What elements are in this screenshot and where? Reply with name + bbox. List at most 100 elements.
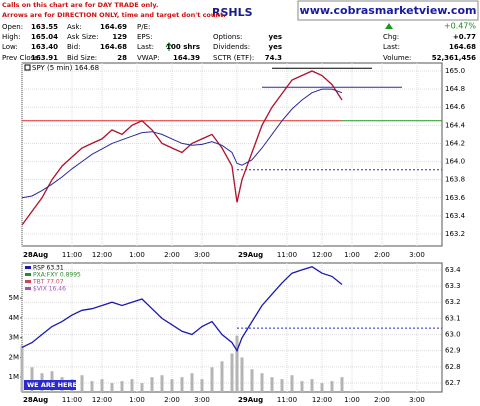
- volume-bar: [170, 379, 174, 392]
- volume-bar: [200, 379, 204, 392]
- legend-label: PXA:FXY 0.8995: [33, 272, 81, 279]
- field-value: yes: [269, 33, 282, 41]
- field-label: EPS:: [137, 33, 152, 41]
- field-label: High:: [2, 33, 20, 41]
- field-value: 74.3: [265, 54, 282, 62]
- y-tick-label: 62.8: [445, 363, 461, 371]
- series-line: [21, 70, 343, 226]
- volume-bar: [330, 381, 334, 392]
- y-tick-label: 62.9: [445, 347, 461, 355]
- field-label: Volume:: [383, 54, 411, 62]
- field-value: +0.77: [453, 33, 476, 41]
- volume-bar: [80, 375, 84, 392]
- last-arrow: [165, 42, 173, 51]
- up-arrow: [385, 23, 393, 29]
- y-tick-label: 163.4: [445, 212, 466, 220]
- field-label: SCTR (ETF):: [213, 54, 254, 62]
- volume-bar: [120, 381, 124, 392]
- note: Arrows are for DIRECTION ONLY, time and …: [2, 11, 226, 19]
- x-tick-label: 11:00: [62, 396, 82, 404]
- panel: [21, 62, 443, 247]
- x-tick-label: 28Aug: [23, 251, 48, 259]
- y-tick-label: 163.6: [445, 194, 466, 202]
- volume-bar: [260, 373, 264, 392]
- y-tick-label: 63.1: [445, 314, 461, 322]
- field-value: 100 shrs: [166, 43, 200, 51]
- volume-bar: [235, 335, 239, 392]
- field-value: 163.40: [31, 43, 58, 51]
- field-value: 129: [112, 33, 127, 41]
- x-tick-label: 1:00: [129, 251, 145, 259]
- volume-bar: [220, 361, 224, 392]
- volume-bar: [230, 353, 234, 392]
- x-tick-label: 12:00: [312, 396, 332, 404]
- x-tick-label: 29Aug: [238, 396, 263, 404]
- field-label: Ask:: [67, 23, 82, 31]
- legend-label: $VIX 16.46: [33, 286, 66, 293]
- y-tick-label: 164.8: [445, 85, 465, 93]
- y-tick-label: 164.2: [445, 139, 465, 147]
- field-value: 164.68: [449, 43, 476, 51]
- x-tick-label: 2:00: [164, 396, 180, 404]
- x-tick-label: 28Aug: [23, 396, 48, 404]
- y-tick-label: 164.4: [445, 121, 466, 129]
- field-label: Bid:: [67, 43, 81, 51]
- x-tick-label: 1:00: [129, 396, 145, 404]
- volume-bar: [310, 379, 314, 392]
- legend-swatch: [24, 64, 31, 71]
- volume-bar: [160, 375, 164, 392]
- field-label: Open:: [2, 23, 23, 31]
- field-value: 164.69: [100, 23, 127, 31]
- x-tick-label: 2:00: [164, 251, 180, 259]
- field-label: Low:: [2, 43, 18, 51]
- x-tick-label: 1:00: [344, 251, 360, 259]
- notes-box: [0, 0, 200, 21]
- legend-swatch: [25, 266, 31, 269]
- y-tick-label: 63.2: [445, 298, 461, 306]
- y-tick-label: 163.2: [445, 230, 465, 238]
- volume-bar: [190, 373, 194, 392]
- field-value: 164.68: [100, 43, 127, 51]
- x-tick-label: 2:00: [374, 396, 390, 404]
- volume-bar: [320, 383, 324, 392]
- field-label: Last:: [383, 43, 400, 51]
- volume-bar: [240, 357, 244, 392]
- legend-swatch: [25, 280, 31, 283]
- annotation: WE ARE HERE!: [27, 381, 80, 389]
- volume-bar: [100, 379, 104, 392]
- field-value: 28: [117, 54, 127, 62]
- field-label: Dividends:: [213, 43, 250, 51]
- x-tick-label: 12:00: [312, 251, 332, 259]
- field-label: P/E:: [137, 23, 150, 31]
- x-tick-label: 11:00: [62, 251, 82, 259]
- y-tick-label: 165.0: [445, 67, 465, 75]
- y-tick-label: 63.3: [445, 282, 461, 290]
- legend-label: SPY (5 min) 164.68: [32, 64, 99, 72]
- x-tick-label: 29Aug: [238, 251, 263, 259]
- x-tick-label: 1:00: [344, 396, 360, 404]
- x-tick-label: 3:00: [409, 396, 425, 404]
- volume-bar: [280, 379, 284, 392]
- series-line: [21, 265, 343, 353]
- volume-bar: [140, 383, 144, 392]
- field-value: 165.04: [31, 33, 58, 41]
- field-value: 52,361,456: [432, 54, 476, 62]
- y-tick-label: 163.8: [445, 176, 465, 184]
- y2-tick-label: 5M: [9, 294, 20, 302]
- legend-label: TBT 77.07: [32, 279, 64, 286]
- volume-bar: [90, 381, 94, 392]
- volume-bar: [130, 379, 134, 392]
- volume-bar: [110, 383, 114, 392]
- legend-swatch: [25, 287, 31, 290]
- y2-tick-label: 1M: [9, 373, 20, 381]
- field-value: 164.39: [173, 54, 200, 62]
- x-tick-label: 3:00: [194, 396, 210, 404]
- field-value: 163.55: [31, 23, 58, 31]
- volume-bar: [270, 377, 274, 392]
- x-tick-label: 11:00: [277, 396, 297, 404]
- x-tick-label: 3:00: [194, 251, 210, 259]
- volume-bar: [250, 369, 254, 392]
- symbol: RSHLS: [212, 6, 253, 19]
- field-label: Ask Size:: [67, 33, 98, 41]
